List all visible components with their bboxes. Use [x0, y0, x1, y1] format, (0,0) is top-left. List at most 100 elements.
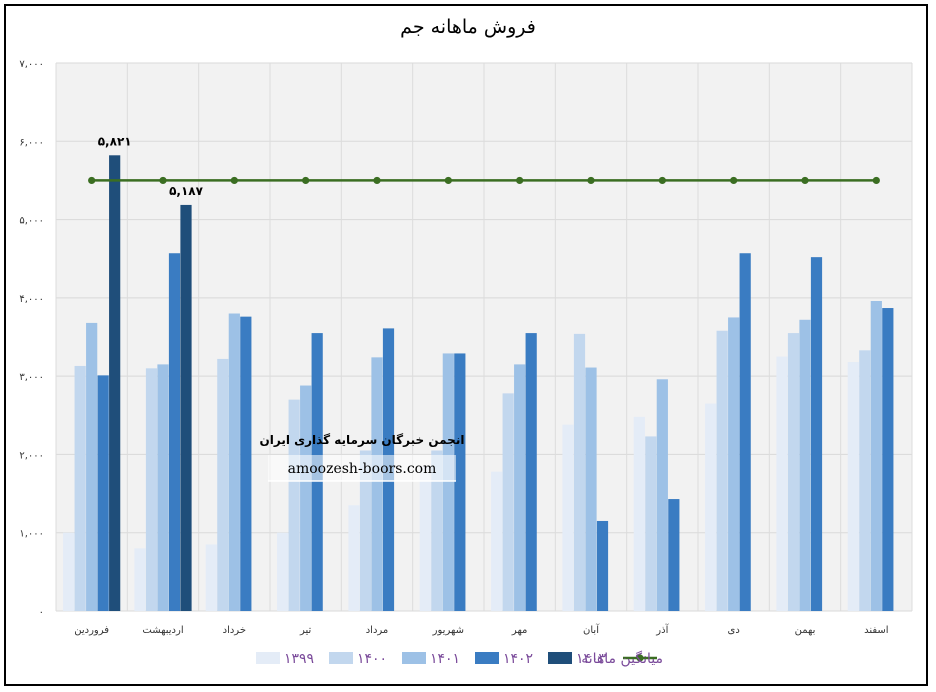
- bar: [300, 385, 312, 611]
- watermark-band: [268, 455, 456, 481]
- x-category-label: آبان: [583, 623, 600, 636]
- average-point: [373, 176, 381, 185]
- bar: [776, 356, 788, 611]
- bar: [728, 317, 740, 611]
- bar: [810, 257, 823, 611]
- bar: [180, 204, 192, 611]
- legend-label: ۱۴۰۲: [503, 651, 533, 667]
- watermark: انجمن خبرگان سرمایه گذاری ایران amoozesh…: [260, 433, 465, 482]
- bar: [240, 316, 252, 611]
- average-line: [88, 176, 880, 185]
- legend-swatch: [256, 652, 280, 664]
- average-point: [159, 176, 167, 185]
- gridlines: [55, 62, 913, 612]
- bar: [799, 319, 811, 611]
- x-category-label: اردیبهشت: [142, 625, 183, 636]
- legend-swatch: [548, 652, 572, 664]
- y-tick-label: ۳,۰۰۰: [19, 372, 44, 383]
- bar: [63, 532, 75, 611]
- bar: [859, 350, 871, 611]
- data-label: ۵,۱۸۷: [169, 184, 204, 198]
- x-category-label: اسفند: [864, 625, 888, 636]
- average-point: [88, 176, 96, 185]
- bar: [145, 368, 158, 611]
- bar: [454, 353, 466, 611]
- bar: [217, 358, 229, 611]
- average-point: [658, 176, 666, 185]
- average-point: [444, 176, 452, 185]
- x-category-label: دی: [728, 625, 740, 636]
- bars: [63, 155, 894, 611]
- y-tick-label: ۵,۰۰۰: [19, 216, 44, 227]
- x-category-label: مهر: [511, 625, 527, 636]
- bar: [882, 308, 894, 611]
- legend-label: ۱۴۰۳: [576, 651, 607, 667]
- bar: [491, 471, 503, 611]
- y-axis-ticks: ۰ ۱,۰۰۰ ۲,۰۰۰ ۳,۰۰۰ ۴,۰۰۰ ۵,۰۰۰ ۶,۰۰۰ ۷,۰۰۰: [19, 59, 44, 618]
- legend-label: ۱۳۹۹: [284, 651, 314, 667]
- x-category-label: خرداد: [223, 625, 246, 636]
- bar: [134, 548, 146, 611]
- legend-line-label: میانگین ماهانه: [581, 650, 663, 667]
- legend-label: ۱۴۰۰: [357, 651, 387, 667]
- y-tick-label: ۲,۰۰۰: [19, 450, 44, 461]
- bar: [348, 505, 360, 611]
- legend-swatch: [475, 652, 499, 664]
- x-category-label: آذر: [655, 623, 669, 636]
- bar: [739, 253, 751, 611]
- bar: [431, 450, 443, 611]
- y-tick-label: ۱,۰۰۰: [19, 529, 44, 540]
- average-point: [872, 176, 880, 185]
- average-point: [730, 176, 738, 185]
- x-category-label: مرداد: [366, 625, 389, 636]
- average-point: [587, 176, 595, 185]
- bar: [585, 367, 597, 611]
- data-labels: ۵,۸۲۱ ۵,۱۸۷: [98, 134, 204, 198]
- bar: [514, 364, 526, 611]
- bar: [596, 520, 609, 611]
- legend-swatch: [329, 652, 353, 664]
- bar: [656, 379, 668, 611]
- bar: [74, 365, 86, 611]
- x-category-label: فروردین: [74, 625, 109, 636]
- x-category-label: شهریور: [432, 625, 464, 636]
- bar: [86, 322, 98, 611]
- bar: [870, 300, 882, 611]
- bar: [371, 357, 383, 611]
- x-category-label: تیر: [299, 625, 312, 636]
- y-tick-label: ۶,۰۰۰: [19, 137, 44, 148]
- data-label: ۵,۸۲۱: [98, 134, 132, 148]
- watermark-line1: انجمن خبرگان سرمایه گذاری ایران: [260, 433, 465, 447]
- bar: [502, 393, 514, 611]
- bar: [562, 424, 574, 611]
- bar: [157, 364, 169, 611]
- bar: [419, 466, 431, 611]
- bar: [97, 375, 109, 611]
- watermark-line2: amoozesh-boors.com: [288, 461, 437, 477]
- bar: [573, 333, 586, 611]
- y-tick-label: ۷,۰۰۰: [19, 59, 44, 70]
- bar: [787, 333, 800, 611]
- bar: [645, 436, 657, 611]
- legend-swatch: [402, 652, 426, 664]
- legend-label: ۱۴۰۱: [430, 651, 460, 667]
- y-tick-label: ۰: [39, 607, 44, 618]
- x-axis-categories: فروردین اردیبهشت خرداد تیر مرداد شهریور مهر آبا…: [74, 623, 888, 636]
- bar: [168, 253, 181, 611]
- average-point: [230, 176, 238, 185]
- legend-line-marker: [636, 654, 644, 662]
- average-point: [516, 176, 524, 185]
- bar: [633, 416, 645, 611]
- bar: [525, 333, 537, 611]
- bar: [288, 399, 300, 611]
- y-tick-label: ۴,۰۰۰: [19, 294, 44, 305]
- bar: [716, 330, 728, 611]
- bar: [359, 450, 372, 611]
- bar: [705, 403, 717, 611]
- bar: [847, 362, 859, 611]
- x-category-label: بهمن: [795, 625, 816, 636]
- average-point: [302, 176, 310, 185]
- bar: [668, 499, 680, 611]
- bar: [228, 313, 240, 611]
